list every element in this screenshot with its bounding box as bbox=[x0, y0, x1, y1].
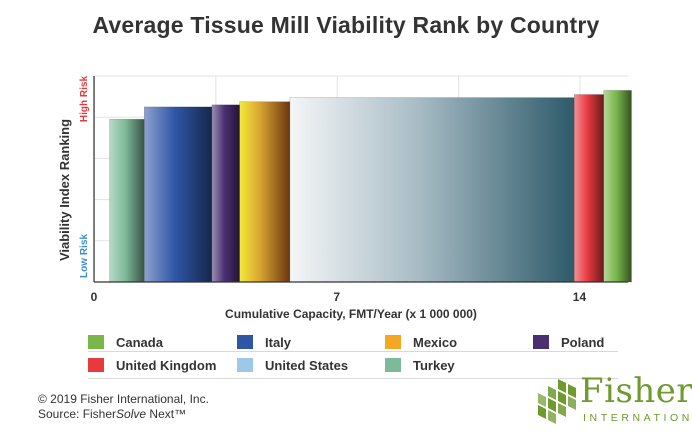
high-risk-label: High Risk bbox=[79, 76, 90, 123]
bar-poland bbox=[211, 104, 240, 283]
legend-swatch bbox=[385, 358, 401, 372]
chart-plot: 0 7 14 Cumulative Capacity, FMT/Year (x 1 … bbox=[57, 75, 632, 321]
legend-swatch bbox=[237, 335, 253, 349]
low-risk-label: Low Risk bbox=[79, 234, 90, 278]
x-tick-label: 14 bbox=[573, 290, 587, 304]
legend-item-mexico: Mexico bbox=[385, 333, 457, 351]
copyright-block: © 2019 Fisher International, Inc. Source… bbox=[38, 392, 209, 422]
x-axis-label: Cumulative Capacity, FMT/Year (x 1 000 0… bbox=[225, 307, 477, 321]
bar-italy bbox=[143, 106, 213, 283]
bar-canada bbox=[603, 90, 632, 283]
legend-swatch bbox=[237, 358, 253, 372]
x-tick-label: 7 bbox=[333, 290, 340, 304]
legend-swatch bbox=[88, 358, 104, 372]
bar-united-states bbox=[289, 97, 575, 283]
copyright-text: © 2019 Fisher International, Inc. bbox=[38, 392, 209, 406]
bar-turkey bbox=[109, 118, 145, 283]
logo-subtitle: INTERNATIONAL bbox=[583, 412, 692, 424]
logo-wordmark: Fisher bbox=[580, 371, 692, 411]
legend-divider bbox=[88, 351, 618, 352]
fisher-logo: Fisher INTERNATIONAL bbox=[536, 371, 692, 430]
logo-mark-icon bbox=[538, 379, 576, 424]
bar-united-kingdom bbox=[573, 94, 605, 283]
legend-swatch bbox=[88, 335, 104, 349]
legend-item-turkey: Turkey bbox=[385, 356, 455, 374]
legend-item-poland: Poland bbox=[533, 333, 604, 351]
y-axis-label: Viability Index Ranking bbox=[57, 119, 72, 261]
x-tick-label: 0 bbox=[91, 290, 98, 304]
legend-swatch bbox=[385, 335, 401, 349]
legend-item-united-kingdom: United Kingdom bbox=[88, 356, 216, 374]
legend-item-canada: Canada bbox=[88, 333, 163, 351]
legend-item-italy: Italy bbox=[237, 333, 291, 351]
legend-item-united-states: United States bbox=[237, 356, 348, 374]
bar-mexico bbox=[239, 101, 291, 283]
legend-divider bbox=[88, 378, 618, 379]
source-text: Source: FisherSolve Next™ bbox=[38, 407, 187, 421]
chart-title: Average Tissue Mill Viability Rank by Co… bbox=[92, 12, 600, 38]
legend-swatch bbox=[533, 335, 549, 349]
